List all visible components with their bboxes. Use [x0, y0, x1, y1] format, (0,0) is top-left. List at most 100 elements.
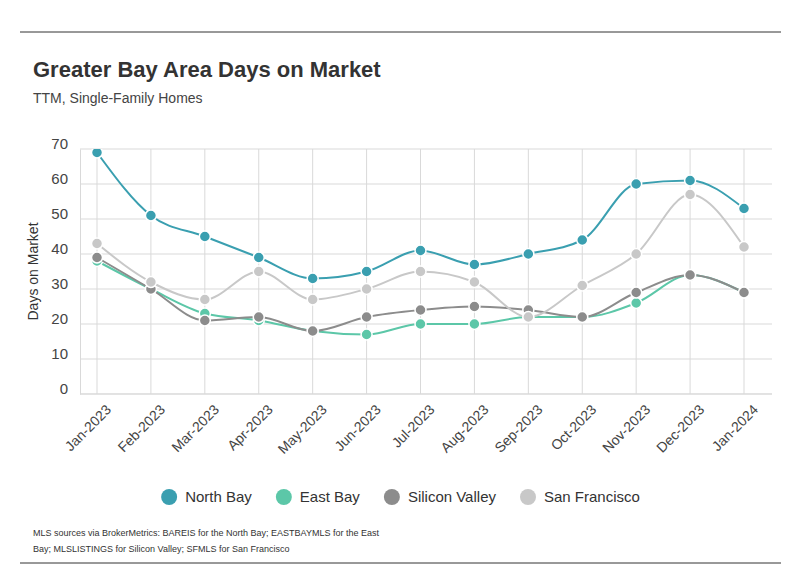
series-marker	[199, 294, 210, 305]
series-marker	[577, 312, 588, 323]
x-axis-line	[80, 394, 772, 395]
legend-item: North Bay	[161, 488, 252, 505]
series-marker	[577, 280, 588, 291]
x-tick-label: Feb-2023	[114, 401, 168, 455]
series-marker	[253, 312, 264, 323]
series-marker	[631, 179, 642, 190]
x-tick: Jun-2023	[331, 394, 384, 454]
x-grid-line	[97, 149, 98, 394]
series-marker	[631, 298, 642, 309]
x-tick: Mar-2023	[168, 394, 222, 455]
y-axis-title: Days on Market	[25, 222, 41, 320]
series-marker	[577, 235, 588, 246]
x-tick: Oct-2023	[547, 394, 599, 453]
legend-swatch	[161, 489, 177, 505]
series-marker	[739, 287, 750, 298]
x-grid-line	[744, 149, 745, 394]
series-line	[97, 153, 744, 279]
y-tick: 40	[51, 240, 80, 257]
series-line	[97, 258, 744, 332]
series-marker	[92, 149, 103, 158]
y-tick-label: 60	[51, 170, 68, 187]
x-tick-label: May-2023	[275, 401, 330, 456]
x-tick-label: Nov-2023	[599, 401, 653, 455]
x-grid-line	[582, 149, 583, 394]
legend-item: Silicon Valley	[384, 488, 497, 505]
x-tick: Jul-2023	[388, 394, 437, 451]
subtitle: TTM, Single-Family Homes	[33, 90, 203, 106]
x-tick: Jan-2023	[62, 394, 115, 454]
y-axis: 0 10 20 30 40 50 60 70	[51, 135, 80, 397]
y-grid-line	[80, 184, 772, 185]
y-tick-label: 50	[51, 205, 68, 222]
x-grid-line	[204, 149, 205, 394]
x-tick-label: Dec-2023	[653, 401, 707, 455]
series-marker	[199, 315, 210, 326]
series-marker	[685, 175, 696, 186]
x-tick-label: Apr-2023	[224, 401, 276, 453]
series-marker	[469, 301, 480, 312]
x-tick-label: Jan-2023	[62, 401, 115, 454]
x-tick-label: Sep-2023	[491, 401, 545, 455]
series-marker	[361, 312, 372, 323]
series-marker	[361, 284, 372, 295]
legend-label: Silicon Valley	[408, 488, 497, 505]
series-marker	[307, 294, 318, 305]
y-tick-label: 10	[51, 345, 68, 362]
y-grid-line	[80, 254, 772, 255]
y-grid-line	[80, 149, 772, 150]
plot-area	[92, 149, 750, 340]
series-marker	[145, 210, 156, 221]
legend-item: San Francisco	[520, 488, 640, 505]
y-axis-line	[80, 150, 81, 395]
x-tick: Sep-2023	[491, 394, 545, 456]
x-grid-line	[528, 149, 529, 394]
series-marker	[145, 277, 156, 288]
y-tick: 30	[51, 275, 80, 292]
y-tick-label: 20	[51, 310, 68, 327]
series-marker	[253, 266, 264, 277]
x-tick: Jan-2024	[709, 394, 762, 454]
source-note: Bay; MLSLISTINGS for Silicon Valley; SFM…	[33, 544, 289, 554]
x-grid-line	[474, 149, 475, 394]
grid	[80, 149, 772, 394]
chart: Greater Bay Area Days on Market TTM, Sing…	[0, 0, 801, 575]
y-tick: 50	[51, 205, 80, 222]
y-tick-label: 0	[60, 380, 68, 397]
x-tick: May-2023	[275, 394, 330, 457]
x-tick-label: Aug-2023	[437, 401, 491, 455]
series-marker	[361, 266, 372, 277]
y-grid-line	[80, 359, 772, 360]
series-marker	[523, 312, 534, 323]
source-note: MLS sources via BrokerMetrics: BAREIS fo…	[33, 528, 379, 538]
y-tick: 60	[51, 170, 80, 187]
series-marker	[307, 326, 318, 337]
series-marker	[469, 259, 480, 270]
series-marker	[685, 270, 696, 281]
legend-label: East Bay	[300, 488, 361, 505]
legend-swatch	[276, 489, 292, 505]
x-grid-line	[312, 149, 313, 394]
series-marker	[199, 231, 210, 242]
series-marker	[415, 305, 426, 316]
title: Greater Bay Area Days on Market	[33, 57, 381, 82]
y-tick-label: 40	[51, 240, 68, 257]
legend-label: San Francisco	[544, 488, 640, 505]
x-tick-label: Mar-2023	[168, 401, 222, 455]
series-marker	[739, 203, 750, 214]
series-marker	[685, 189, 696, 200]
y-tick-label: 30	[51, 275, 68, 292]
y-grid-line	[80, 289, 772, 290]
x-grid-line	[150, 149, 151, 394]
series-marker	[92, 238, 103, 249]
bottom-rule	[20, 563, 781, 564]
y-tick: 70	[51, 135, 80, 152]
x-tick: Aug-2023	[437, 394, 491, 456]
series-marker	[631, 287, 642, 298]
series-marker	[523, 312, 534, 323]
x-tick-label: Oct-2023	[547, 401, 599, 453]
x-tick: Nov-2023	[599, 394, 653, 456]
legend-item: East Bay	[276, 488, 361, 505]
y-grid-line	[80, 394, 772, 395]
y-tick: 10	[51, 345, 80, 362]
